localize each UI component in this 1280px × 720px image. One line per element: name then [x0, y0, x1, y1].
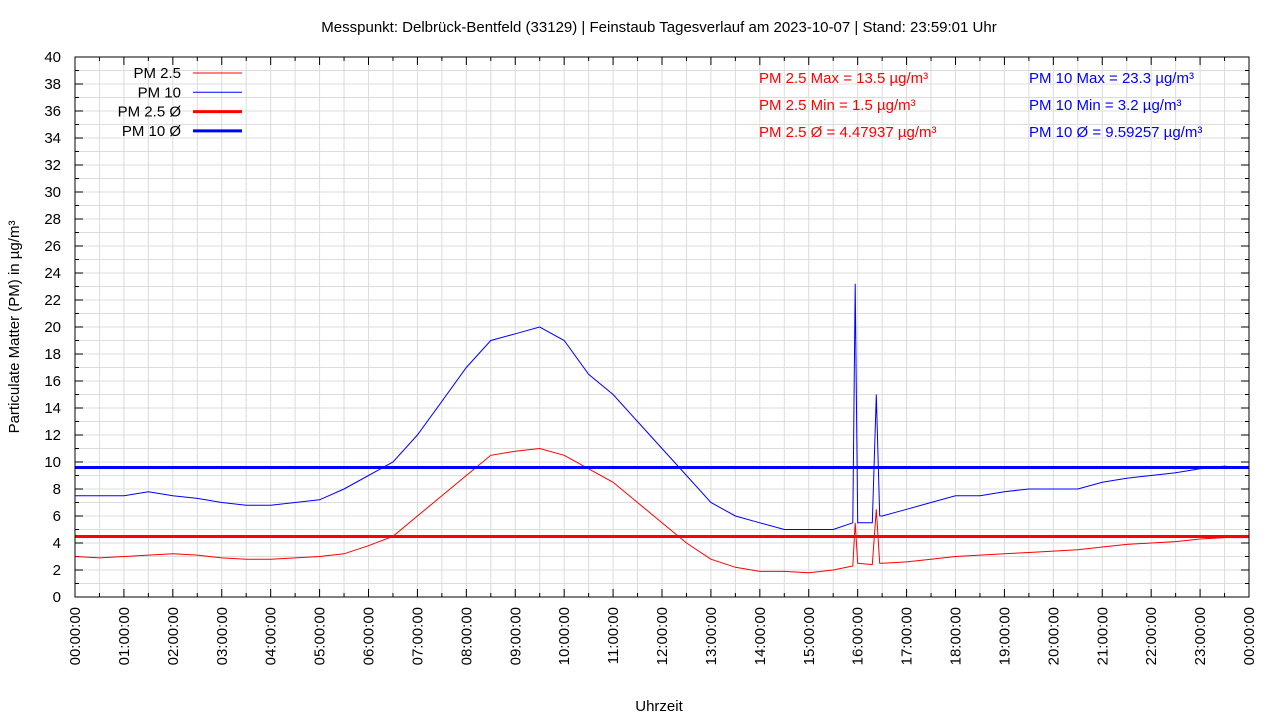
pm25-annotations: PM 2.5 Max = 13.5 µg/m³ PM 2.5 Min = 1.5…	[759, 70, 936, 141]
chart-title: Messpunkt: Delbrück-Bentfeld (33129) | F…	[321, 19, 996, 36]
x-tick-label: 11:00:00	[605, 607, 622, 664]
legend-label: PM 10 Ø	[122, 123, 182, 140]
y-tick-label: 28	[44, 211, 61, 228]
y-axis-label: Particulate Matter (PM) in µg/m³	[6, 221, 23, 434]
series-line-pm-2-5	[74, 447, 1249, 574]
legend-label: PM 10	[138, 84, 181, 101]
x-tick-label: 19:00:00	[996, 607, 1013, 665]
x-tick-label: 01:00:00	[116, 607, 133, 665]
y-tick-label: 22	[44, 292, 61, 309]
y-tick-label: 14	[44, 400, 61, 417]
y-tick-label: 40	[44, 49, 61, 66]
pm10-min: PM 10 Min = 3.2 µg/m³	[1029, 97, 1181, 114]
x-tick-label: 13:00:00	[703, 607, 720, 665]
pm25-min: PM 2.5 Min = 1.5 µg/m³	[759, 97, 916, 114]
legend-label: PM 2.5 Ø	[118, 104, 182, 121]
x-tick-label: 12:00:00	[654, 607, 671, 665]
x-tick-label: 22:00:00	[1143, 607, 1160, 665]
grid	[74, 56, 1250, 598]
y-tick-label: 34	[44, 130, 61, 147]
pm25-avg: PM 2.5 Ø = 4.47937 µg/m³	[759, 124, 936, 141]
x-tick-label: 05:00:00	[312, 607, 329, 665]
pm10-max: PM 10 Max = 23.3 µg/m³	[1029, 70, 1194, 87]
y-tick-label: 38	[44, 76, 61, 93]
x-tick-label: 03:00:00	[214, 607, 231, 665]
series-line-pm-10	[75, 283, 1250, 530]
y-tick-label: 24	[44, 265, 61, 282]
y-tick-label: 16	[44, 373, 61, 390]
plot-frame	[74, 56, 1250, 598]
x-tick-label: 15:00:00	[801, 607, 818, 665]
y-tick-label: 10	[44, 454, 61, 471]
x-tick-label: 18:00:00	[948, 607, 965, 665]
y-tick-label: 8	[53, 481, 61, 498]
y-tick-label: 18	[44, 346, 61, 363]
y-tick-label: 4	[53, 535, 61, 552]
y-tick-label: 20	[44, 319, 61, 336]
x-tick-label: 04:00:00	[263, 607, 280, 665]
x-tick-label: 02:00:00	[165, 607, 182, 665]
x-tick-label: 20:00:00	[1045, 607, 1062, 665]
pm10-annotations: PM 10 Max = 23.3 µg/m³ PM 10 Min = 3.2 µ…	[1029, 70, 1202, 141]
x-axis-label: Uhrzeit	[635, 698, 683, 715]
x-tick-label: 00:00:00	[1241, 607, 1258, 665]
series-lines	[74, 283, 1250, 574]
x-tick-label: 07:00:00	[409, 607, 426, 665]
x-tick-label: 00:00:00	[67, 607, 84, 665]
pm25-max: PM 2.5 Max = 13.5 µg/m³	[759, 70, 928, 87]
x-tick-label: 21:00:00	[1094, 607, 1111, 665]
x-tick-label: 10:00:00	[556, 607, 573, 665]
legend-label: PM 2.5	[133, 65, 181, 82]
y-tick-label: 2	[53, 562, 61, 579]
x-tick-label: 14:00:00	[752, 607, 769, 665]
legend: PM 2.5 PM 10 PM 2.5 Ø PM 10 Ø	[118, 65, 242, 140]
y-tick-label: 6	[53, 508, 61, 525]
y-tick-label: 0	[53, 589, 61, 606]
y-tick-label: 12	[44, 427, 61, 444]
x-tick-label: 08:00:00	[458, 607, 475, 665]
x-tick-label: 09:00:00	[507, 607, 524, 665]
x-tick-label: 06:00:00	[361, 607, 378, 665]
y-tick-label: 26	[44, 238, 61, 255]
x-tick-label: 17:00:00	[899, 607, 916, 665]
pm10-avg: PM 10 Ø = 9.59257 µg/m³	[1029, 124, 1202, 141]
y-tick-label: 36	[44, 103, 61, 120]
y-tick-label: 32	[44, 157, 61, 174]
x-tick-label: 23:00:00	[1192, 607, 1209, 665]
x-tick-label: 16:00:00	[850, 607, 867, 665]
ticks: 024681012141618202224262830323436384000:…	[44, 49, 1258, 665]
y-tick-label: 30	[44, 184, 61, 201]
